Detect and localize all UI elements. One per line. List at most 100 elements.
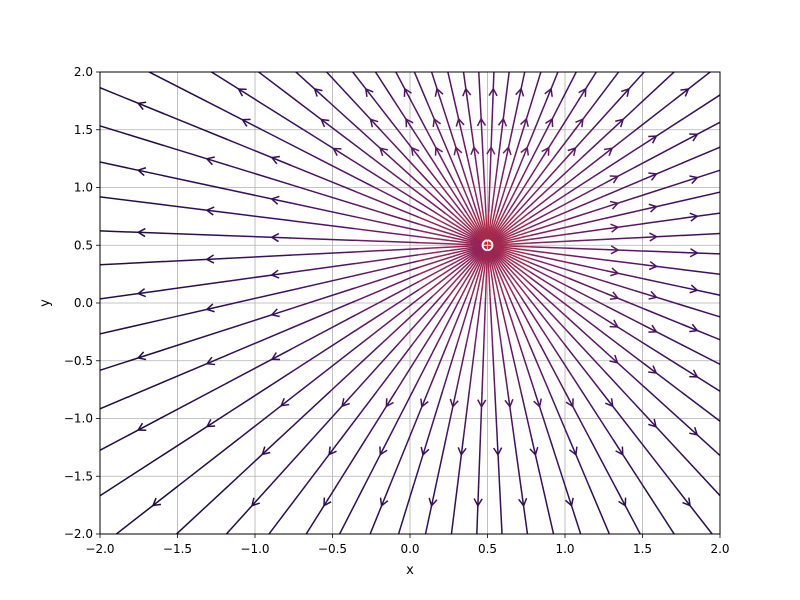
- streamline-segment: [530, 271, 570, 297]
- streamline-segment: [552, 155, 584, 186]
- streamline-segment: [480, 127, 484, 156]
- streamline-segment: [568, 254, 608, 261]
- streamline-segment: [454, 183, 471, 213]
- x-axis-ticks: −2.0 −1.5 −1.0 −0.5 0.0 0.5 1.0 1.5 2.0: [85, 534, 730, 556]
- streamline-segment: [277, 391, 331, 441]
- streamline-segment: [100, 381, 164, 410]
- streamline-segment: [426, 344, 448, 394]
- streamline-segment: [492, 230, 532, 245]
- stream-arrow: [473, 498, 483, 508]
- stream-arrow: [261, 446, 271, 456]
- streamline-segment: [268, 486, 306, 534]
- streamline-segment: [528, 184, 566, 214]
- streamline-segment: [606, 178, 646, 196]
- streamline-segment: [259, 127, 317, 158]
- streamline-segment: [643, 72, 675, 101]
- streamline-segment: [498, 486, 503, 534]
- stream-arrow: [205, 303, 215, 313]
- streamline-segment: [567, 317, 607, 354]
- streamline-segment: [496, 439, 501, 488]
- streamline-segment: [681, 169, 720, 184]
- streamline-segment: [226, 307, 292, 331]
- stream-arrow: [615, 118, 625, 128]
- streamline-segment: [226, 271, 291, 283]
- streamline-segment: [428, 155, 449, 185]
- streamline-segment: [493, 246, 532, 260]
- stream-arrow: [682, 497, 691, 507]
- stream-arrow: [621, 87, 630, 97]
- streamline-segment: [353, 248, 418, 253]
- streamline-segment: [525, 155, 545, 185]
- streamline-segment: [346, 156, 393, 187]
- stream-arrow: [545, 117, 554, 128]
- streamline-segment: [353, 203, 419, 225]
- x-tick-label: −1.5: [163, 542, 192, 556]
- streamline-segment: [637, 99, 675, 130]
- stream-arrow: [520, 117, 529, 127]
- streamline-segment: [447, 249, 485, 299]
- stream-arrow: [364, 87, 374, 97]
- streamline-segment: [162, 280, 228, 291]
- streamline-segment: [457, 155, 469, 184]
- stream-arrow: [205, 206, 215, 216]
- stream-arrow: [610, 245, 620, 255]
- stream-arrow: [689, 133, 699, 142]
- streamline-segment: [606, 208, 646, 219]
- x-tick-label: 0.5: [478, 542, 497, 556]
- streamline-segment: [606, 236, 646, 240]
- streamline-segment: [493, 238, 532, 246]
- streamline-segment: [479, 392, 483, 441]
- streamline-segment: [353, 239, 418, 244]
- streamline-segment: [554, 127, 578, 157]
- streamline-segment: [472, 182, 481, 212]
- stream-arrow: [518, 497, 528, 508]
- streamline-segment: [606, 292, 646, 310]
- streamline-segment: [605, 334, 645, 365]
- streamline-segment: [600, 127, 639, 158]
- streamline-segment: [301, 127, 348, 158]
- y-tick-label: −1.0: [64, 412, 93, 426]
- streamline-segment: [392, 99, 413, 129]
- streamline-segment: [530, 253, 570, 264]
- streamline-segment: [488, 250, 501, 299]
- streamline-segment: [290, 262, 355, 274]
- streamline-segment: [482, 210, 488, 240]
- stream-arrow: [434, 87, 444, 97]
- streamline-segment: [490, 211, 518, 242]
- streamline-segment: [517, 72, 526, 101]
- streamline-segment: [681, 146, 720, 164]
- stream-arrow: [432, 117, 442, 128]
- stream-arrow: [270, 232, 280, 243]
- streamline-segment: [682, 191, 720, 202]
- stream-arrow: [477, 399, 487, 409]
- streamline-segment: [491, 249, 531, 292]
- streamline-segment: [491, 345, 496, 394]
- streamline-segment: [503, 183, 520, 213]
- streamline-segment: [115, 485, 178, 534]
- stream-arrow: [497, 117, 508, 127]
- stream-arrow: [609, 291, 620, 301]
- streamline-segment: [100, 415, 165, 452]
- streamline-segment: [519, 345, 536, 394]
- streamline-segment: [226, 211, 291, 222]
- streamline-segment: [447, 183, 467, 213]
- stream-arrow: [434, 146, 444, 156]
- streamline-segment: [542, 486, 555, 534]
- stream-arrow: [689, 212, 699, 222]
- stream-arrow: [680, 88, 690, 97]
- streamline-segment: [162, 328, 228, 351]
- stream-arrow: [455, 117, 465, 127]
- streamline-segment: [100, 161, 164, 177]
- streamline-segment: [531, 72, 542, 101]
- streamline-segment: [237, 390, 301, 440]
- streamline-segment: [503, 297, 521, 347]
- stream-arrow: [205, 356, 216, 366]
- streamline-segment: [673, 72, 712, 101]
- stream-arrow: [648, 418, 658, 428]
- streamline-segment: [439, 183, 463, 213]
- streamline-segment: [417, 246, 483, 276]
- streamline-segment: [461, 211, 485, 241]
- streamline-segment: [387, 391, 413, 441]
- streamline-segment: [162, 354, 228, 383]
